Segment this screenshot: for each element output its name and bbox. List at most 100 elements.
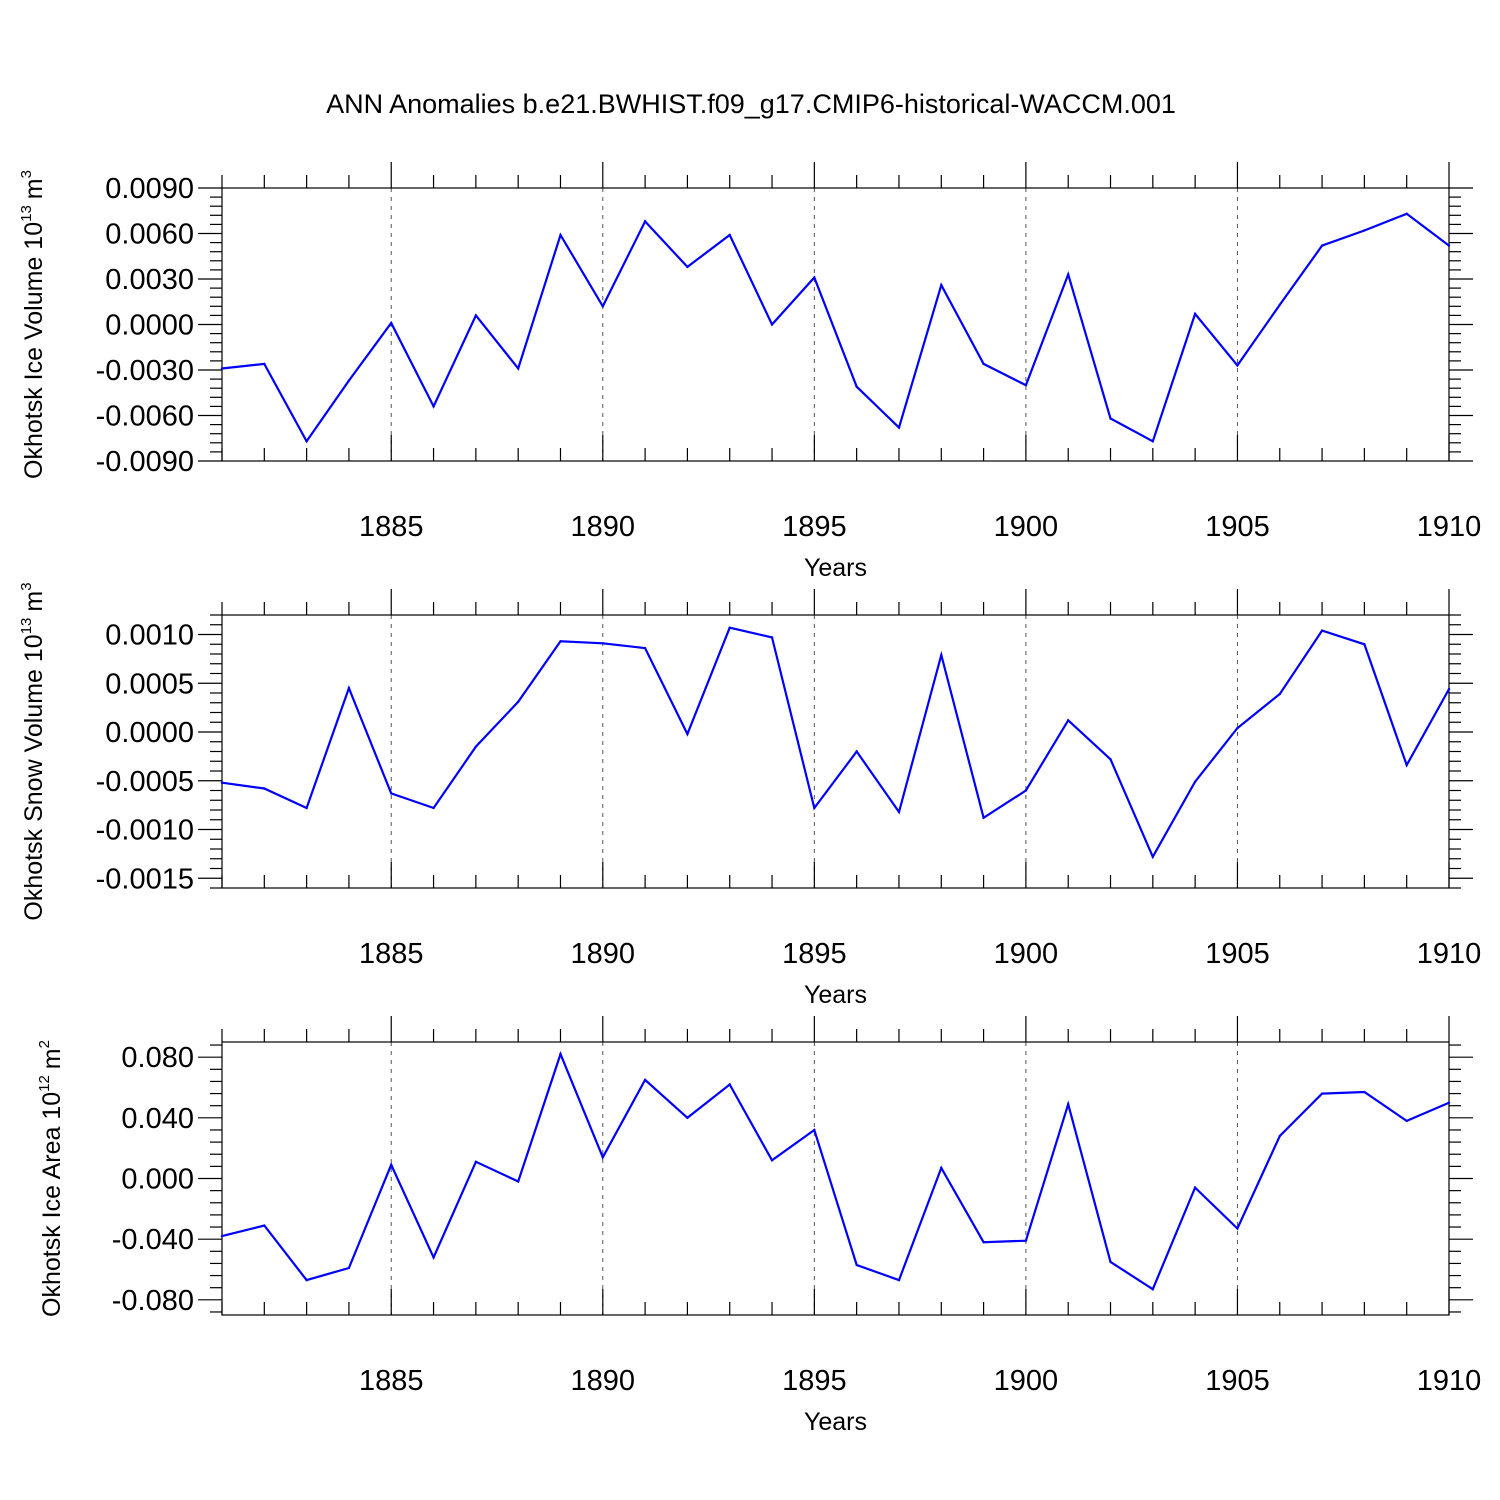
- data-point: [1193, 1186, 1197, 1189]
- y-axis-label-text: Okhotsk Ice Area 10: [38, 1092, 66, 1317]
- data-point: [1363, 643, 1366, 646]
- plot-frame: [221, 614, 1450, 889]
- data-point: [474, 1160, 478, 1164]
- data-point: [559, 1052, 562, 1056]
- y-axis-label-text: Okhotsk Ice Volume 10: [20, 222, 48, 479]
- y-axis-label: Okhotsk Snow Volume 1013 m3: [18, 582, 48, 920]
- y-axis-label: Okhotsk Ice Area 1012 m2: [36, 1040, 66, 1317]
- y-tick-label: 0.040: [121, 1103, 194, 1135]
- y-tick-label: 0.0010: [105, 620, 194, 652]
- x-axis-label: Years: [804, 554, 867, 582]
- data-point: [1236, 364, 1239, 367]
- data-point: [1109, 1260, 1112, 1264]
- data-point: [474, 314, 478, 317]
- data-point: [516, 367, 520, 370]
- data-point: [220, 781, 224, 784]
- y-axis-label-unit-exponent: 2: [36, 1040, 53, 1048]
- data-point: [601, 642, 604, 645]
- y-tick-label: -0.040: [112, 1224, 194, 1256]
- x-axis-label: Years: [804, 981, 867, 1009]
- x-tick-label: 1895: [782, 511, 847, 543]
- y-tick-label: -0.0005: [96, 766, 194, 798]
- data-point: [855, 1263, 858, 1267]
- data-point: [1320, 1092, 1324, 1095]
- data-point: [855, 750, 858, 753]
- data-point: [1363, 229, 1366, 232]
- data-point: [813, 276, 816, 279]
- data-point: [432, 806, 435, 810]
- y-axis-label-exponent: 13: [18, 205, 35, 222]
- panel-1: -0.0090 -0.0060 -0.0030 0.0000 0.0030 0.0060 0…: [18, 162, 1481, 582]
- data-point: [686, 1116, 689, 1120]
- data-point: [1109, 758, 1112, 761]
- panel-2: -0.0015 -0.0010 -0.0005 0.0000 0.0005 0.0010 1…: [18, 582, 1481, 1009]
- data-point: [940, 283, 943, 287]
- x-tick-label: 1900: [994, 938, 1059, 970]
- data-point: [643, 646, 647, 650]
- y-tick-label: 0.0000: [105, 310, 194, 342]
- y-axis-label: Okhotsk Ice Volume 1013 m3: [18, 170, 48, 479]
- data-point: [1067, 273, 1070, 276]
- data-point: [347, 379, 351, 382]
- data-point: [982, 816, 985, 819]
- y-axis-label-exponent: 12: [36, 1075, 53, 1092]
- data-point: [728, 1083, 731, 1086]
- series-line: [221, 212, 1450, 444]
- data-point: [1405, 1119, 1408, 1123]
- x-tick-label: 1910: [1417, 938, 1482, 970]
- data-point: [897, 810, 901, 814]
- x-tick-label: 1905: [1205, 938, 1270, 970]
- data-point: [770, 636, 774, 639]
- x-tick-label: 1900: [994, 511, 1059, 543]
- data-point: [516, 700, 520, 703]
- data-point: [1067, 1102, 1070, 1106]
- data-point: [1320, 244, 1324, 247]
- data-point: [1447, 244, 1451, 247]
- data-point: [305, 1278, 308, 1282]
- y-tick-label: 0.0090: [105, 173, 194, 205]
- y-axis-label-text: Okhotsk Snow Volume 10: [20, 634, 48, 920]
- data-point: [305, 440, 308, 443]
- data-point: [390, 1163, 393, 1167]
- data-point: [1236, 1227, 1239, 1230]
- data-point: [940, 653, 943, 657]
- data-point: [1405, 212, 1408, 215]
- data-point: [1278, 692, 1281, 696]
- data-point: [559, 233, 562, 237]
- x-tick-label: 1890: [571, 938, 636, 970]
- data-point: [347, 1266, 351, 1270]
- data-point: [940, 1166, 943, 1170]
- x-tick-label: 1895: [782, 938, 847, 970]
- data-point: [1024, 383, 1028, 387]
- data-point: [813, 1128, 816, 1132]
- data-point: [516, 1180, 520, 1183]
- data-point: [1320, 629, 1324, 632]
- data-point: [305, 806, 308, 810]
- data-point: [390, 321, 393, 325]
- data-point: [813, 806, 816, 810]
- data-point: [1236, 726, 1239, 730]
- data-point: [1067, 719, 1070, 722]
- y-tick-label: 0.0030: [105, 264, 194, 296]
- data-point: [1193, 780, 1197, 783]
- y-tick-label: -0.0010: [96, 815, 194, 847]
- data-point: [1363, 1090, 1366, 1094]
- data-point: [263, 1224, 266, 1227]
- data-point: [1024, 1239, 1028, 1242]
- data-point: [897, 426, 901, 429]
- data-point: [559, 640, 562, 643]
- x-tick-label: 1910: [1417, 511, 1482, 543]
- y-tick-label: -0.0015: [96, 863, 194, 895]
- x-tick-label: 1885: [359, 938, 424, 970]
- data-point: [643, 220, 647, 223]
- data-point: [728, 626, 731, 629]
- data-point: [1109, 417, 1112, 420]
- x-tick-label: 1905: [1205, 1365, 1270, 1397]
- data-point: [770, 323, 774, 326]
- y-axis-label-unit-exponent: 3: [18, 170, 35, 178]
- y-tick-label: 0.080: [121, 1042, 194, 1074]
- y-tick-label: 0.0000: [105, 717, 194, 749]
- x-tick-label: 1885: [359, 511, 424, 543]
- y-tick-label: -0.0060: [96, 401, 194, 433]
